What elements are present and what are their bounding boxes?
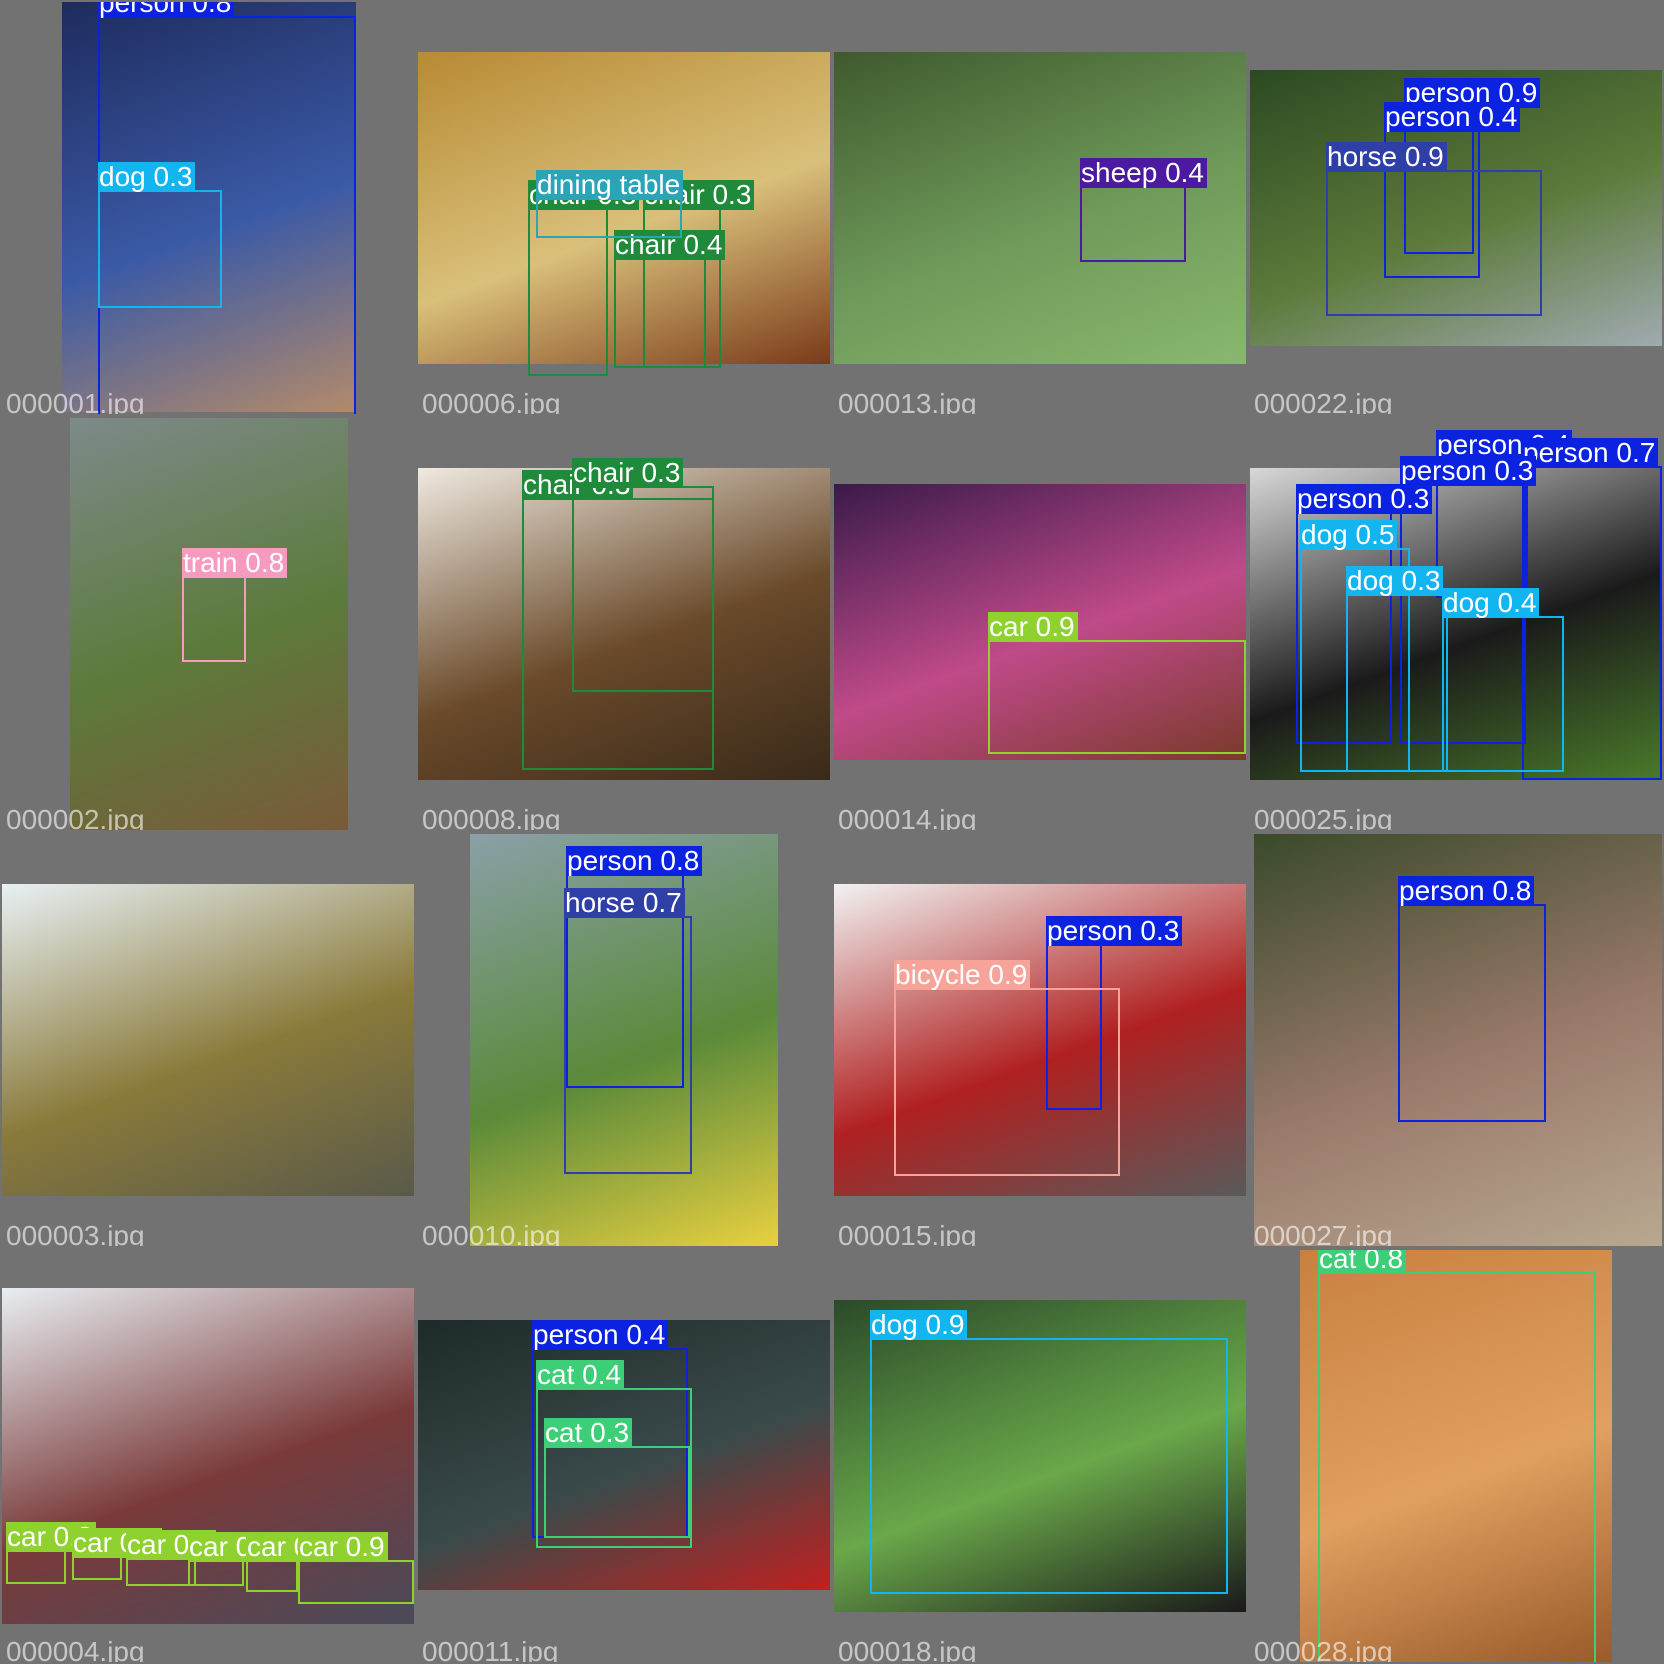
image-filename: 000028.jpg <box>1254 1636 1393 1662</box>
photo-000010 <box>470 834 778 1246</box>
tile-000015: person 0.3 bicycle 0.9 000015.jpg <box>834 834 1246 1246</box>
tile-000010: person 0.8 horse 0.7 000010.jpg <box>418 834 830 1246</box>
image-filename: 000014.jpg <box>838 804 977 830</box>
photo-000003 <box>2 884 414 1196</box>
tile-000002: train 0.8 000002.jpg <box>2 418 414 830</box>
photo-000001 <box>62 2 356 412</box>
tile-000028: cat 0.8 000028.jpg <box>1250 1250 1662 1662</box>
photo-000013 <box>834 52 1246 364</box>
image-filename: 000003.jpg <box>6 1220 145 1246</box>
tile-000004: car 0.3 car 0.3 car 0.3 car 0.49 car 0.9… <box>2 1250 414 1662</box>
detection-label: person 0.7 <box>1522 438 1659 468</box>
image-filename: 000025.jpg <box>1254 804 1393 830</box>
image-filename: 000010.jpg <box>422 1220 561 1246</box>
image-filename: 000008.jpg <box>422 804 561 830</box>
photo-000011 <box>418 1320 830 1590</box>
photo-000006 <box>418 52 830 364</box>
tile-000001: person 0.8 dog 0.3 000001.jpg <box>2 2 414 414</box>
photo-000028 <box>1300 1250 1612 1662</box>
detection-label: person 0.4 <box>1436 430 1573 460</box>
image-filename: 000022.jpg <box>1254 388 1393 414</box>
image-filename: 000002.jpg <box>6 804 145 830</box>
tile-000022: person 0.9 person 0.4 horse 0.9 000022.j… <box>1250 2 1662 414</box>
tile-000003: 000003.jpg <box>2 834 414 1246</box>
image-filename: 000006.jpg <box>422 388 561 414</box>
photo-000015 <box>834 884 1246 1196</box>
tile-000013: sheep 0.4 000013.jpg <box>834 2 1246 414</box>
photo-000022 <box>1250 70 1662 346</box>
photo-000027 <box>1254 834 1662 1246</box>
image-filename: 000011.jpg <box>422 1636 559 1662</box>
tile-000008: chair 0.3 chair 0.3 000008.jpg <box>418 418 830 830</box>
image-filename: 000013.jpg <box>838 388 977 414</box>
tile-000025: person 0.4 person 0.7 person 0.3 person … <box>1250 418 1662 830</box>
tile-000011: person 0.4 cat 0.4 cat 0.3 000011.jpg <box>418 1250 830 1662</box>
tile-000018: dog 0.9 000018.jpg <box>834 1250 1246 1662</box>
photo-000008 <box>418 468 830 780</box>
image-filename: 000004.jpg <box>6 1636 145 1662</box>
image-filename: 000018.jpg <box>838 1636 977 1662</box>
photo-000002 <box>70 418 348 830</box>
tile-000006: chair 0.3 chair 0.3 chair 0.4 dining tab… <box>418 2 830 414</box>
image-filename: 000001.jpg <box>6 388 145 414</box>
tile-000014: car 0.9 000014.jpg <box>834 418 1246 830</box>
image-filename: 000027.jpg <box>1254 1220 1393 1246</box>
image-filename: 000015.jpg <box>838 1220 977 1246</box>
photo-000018 <box>834 1300 1246 1612</box>
photo-000014 <box>834 484 1246 760</box>
photo-000004 <box>2 1288 414 1624</box>
tile-000027: person 0.8 000027.jpg <box>1250 834 1662 1246</box>
photo-000025 <box>1250 468 1662 780</box>
